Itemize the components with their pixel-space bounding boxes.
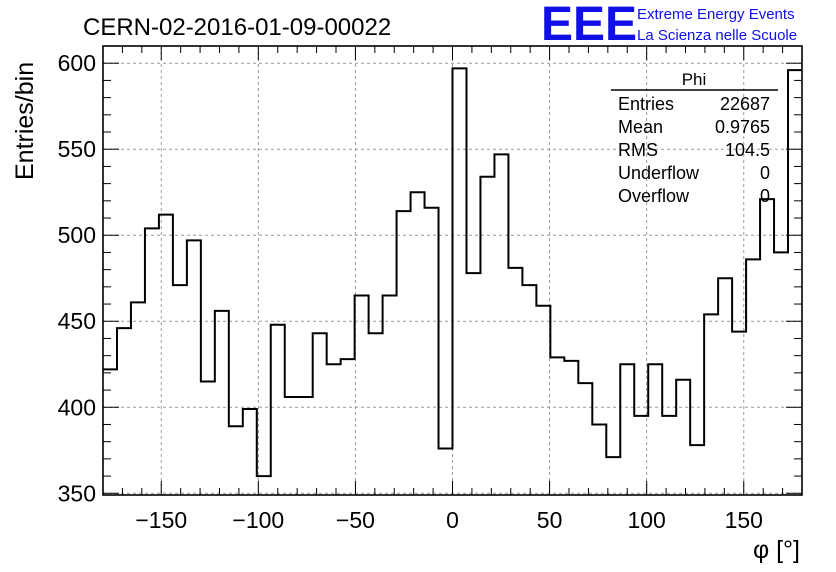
eee-logo: EEE <box>541 0 637 51</box>
run-title: CERN-02-2016-01-09-00022 <box>83 14 391 41</box>
stats-row-value: 0 <box>760 186 770 206</box>
stats-row-label: Underflow <box>618 163 700 183</box>
stats-title: Phi <box>682 70 707 89</box>
x-tick-label: −50 <box>336 507 375 533</box>
x-tick-label: −100 <box>232 507 284 533</box>
y-tick-label: 500 <box>58 222 96 248</box>
x-tick-label: 100 <box>627 507 665 533</box>
plot-frame <box>102 45 803 496</box>
stats-rows: Entries 22687 Mean 0.9765 RMS 104.5 Underflow 0… <box>618 94 770 206</box>
project-name: Extreme Energy Events <box>637 6 795 23</box>
stats-row-label: Entries <box>618 94 674 114</box>
stats-row-value: 0 <box>760 163 770 183</box>
axis-ticks <box>102 46 803 495</box>
x-tick-label: 0 <box>446 507 459 533</box>
stats-row-label: RMS <box>618 140 658 160</box>
project-subtitle: La Scienza nelle Scuole <box>637 27 797 44</box>
stats-row-value: 0.9765 <box>715 117 770 137</box>
y-tick-labels: 350 400 450 500 550 600 <box>58 50 96 506</box>
y-axis-label: Entries/bin <box>11 62 39 180</box>
x-axis-label: φ [°] <box>753 536 800 564</box>
x-tick-label: 150 <box>725 507 763 533</box>
y-tick-label: 450 <box>58 308 96 334</box>
histogram-series <box>103 67 802 478</box>
stats-row-value: 22687 <box>720 94 770 114</box>
stats-row-label: Mean <box>618 117 663 137</box>
x-tick-labels: −150 −100 −50 0 50 100 150 <box>135 507 763 533</box>
stats-row-value: 104.5 <box>725 140 770 160</box>
stats-box: Phi Entries 22687 Mean 0.9765 RMS 104.5 Underf… <box>611 70 778 206</box>
stats-row-label: Overflow <box>618 186 690 206</box>
x-tick-label: −150 <box>135 507 187 533</box>
y-tick-label: 400 <box>58 394 96 420</box>
y-tick-label: 550 <box>58 136 96 162</box>
x-tick-label: 50 <box>537 507 563 533</box>
y-tick-label: 600 <box>58 50 96 76</box>
y-tick-label: 350 <box>58 480 96 506</box>
